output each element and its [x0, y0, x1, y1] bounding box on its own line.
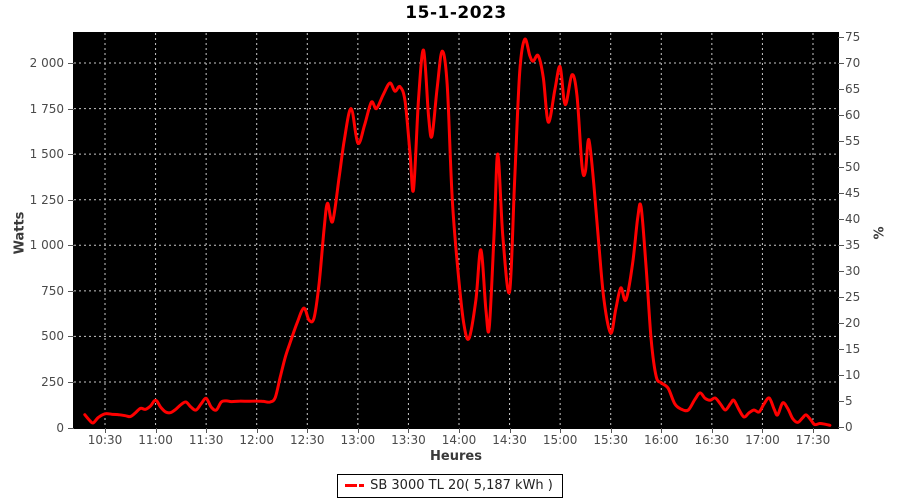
y-tick-label-right: 25	[845, 290, 861, 304]
y-tick-right	[838, 245, 844, 246]
y-tick-right	[838, 271, 844, 272]
y-tick-label-right: 75	[845, 30, 861, 44]
y-tick-label-right: 45	[845, 186, 861, 200]
y-tick-label-left: 750	[41, 283, 64, 298]
y-tick-label-left: 500	[41, 329, 64, 344]
x-tick	[155, 428, 157, 433]
y-tick-label-left: 1 500	[29, 147, 64, 162]
y-tick-right	[838, 297, 844, 298]
x-tick	[762, 428, 764, 433]
y-tick-right	[838, 167, 844, 168]
y-tick-label-right: 50	[845, 160, 861, 174]
x-tick	[256, 428, 258, 433]
y-tick-label-right: 10	[845, 368, 861, 382]
x-tick-label: 13:30	[391, 433, 426, 447]
y-tick-label-right: 40	[845, 212, 861, 226]
y-tick-label-right: 30	[845, 264, 861, 278]
y-tick-right	[838, 141, 844, 142]
plot-area	[73, 32, 839, 429]
x-tick	[357, 428, 359, 433]
y-tick-label-right: 35	[845, 238, 861, 252]
legend-label: SB 3000 TL 20( 5,187 kWh )	[370, 478, 553, 493]
x-tick	[509, 428, 511, 433]
y-tick-label-right: 60	[845, 108, 861, 122]
y-tick-label-right: 15	[845, 342, 861, 356]
y-tick-left	[68, 245, 74, 247]
y-tick-right	[838, 401, 844, 402]
y-tick-left	[68, 290, 74, 292]
x-tick-label: 11:00	[138, 433, 173, 447]
x-tick-label: 17:00	[745, 433, 780, 447]
x-tick-label: 13:00	[340, 433, 376, 447]
series-line-icon	[345, 484, 365, 487]
x-tick-label: 15:00	[542, 433, 578, 447]
y-tick-right	[838, 63, 844, 64]
x-tick	[610, 428, 612, 433]
x-tick	[711, 428, 713, 433]
x-axis-title: Heures	[430, 449, 482, 464]
x-tick	[812, 428, 814, 433]
y-tick-label-left: 1 750	[29, 101, 64, 116]
y-tick-left	[68, 381, 74, 383]
x-tick-label: 14:00	[441, 433, 477, 447]
y-tick-right	[838, 427, 844, 428]
x-tick-label: 16:30	[694, 433, 730, 447]
y-tick-label-left: 1 250	[29, 192, 64, 207]
x-tick-label: 10:30	[87, 433, 123, 447]
chart-canvas	[74, 33, 838, 428]
x-tick-label: 11:30	[188, 433, 224, 447]
y-tick-left	[68, 154, 74, 156]
y-tick-label-right: 0	[845, 420, 853, 434]
y-tick-label-right: 65	[845, 82, 861, 96]
y-tick-right	[838, 37, 844, 38]
x-tick-label: 16:00	[643, 433, 679, 447]
y-tick-label-left: 2 000	[29, 56, 64, 70]
y-tick-right	[838, 115, 844, 116]
x-tick	[560, 428, 562, 433]
y-tick-right	[838, 375, 844, 376]
y-tick-left	[68, 427, 74, 429]
x-tick	[661, 428, 663, 433]
y-tick-right	[838, 219, 844, 220]
y-tick-right	[838, 193, 844, 194]
x-tick	[307, 428, 309, 433]
x-tick-label: 12:30	[289, 433, 325, 447]
y-tick-label-left: 1 000	[29, 238, 64, 253]
chart-title: 15-1-2023	[405, 3, 507, 23]
y-tick-right	[838, 323, 844, 324]
x-tick-label: 17:30	[795, 433, 831, 447]
x-tick	[408, 428, 410, 433]
y-tick-right	[838, 349, 844, 350]
legend: SB 3000 TL 20( 5,187 kWh )	[0, 474, 900, 498]
series-line	[83, 37, 832, 427]
x-tick	[105, 428, 106, 433]
y-tick-label-right: 55	[845, 134, 861, 148]
y-tick-label-right: 5	[845, 394, 853, 408]
y-tick-left	[68, 336, 74, 338]
x-tick-label: 12:00	[239, 433, 274, 447]
y-tick-label-right: 20	[845, 316, 861, 330]
x-tick-label: 15:30	[593, 433, 628, 447]
x-tick	[206, 428, 208, 433]
y-tick-left	[68, 108, 74, 110]
y-tick-label-left: 250	[41, 374, 64, 389]
x-tick	[458, 428, 460, 433]
y-tick-left	[68, 199, 74, 201]
y-axis-title-right: %	[872, 226, 888, 240]
y-tick-label-right: 70	[845, 56, 861, 70]
legend-box: SB 3000 TL 20( 5,187 kWh )	[337, 474, 563, 498]
x-tick-label: 14:30	[492, 433, 527, 447]
y-tick-left	[68, 63, 74, 64]
y-tick-right	[838, 89, 844, 90]
y-tick-label-left: 0	[56, 420, 64, 435]
